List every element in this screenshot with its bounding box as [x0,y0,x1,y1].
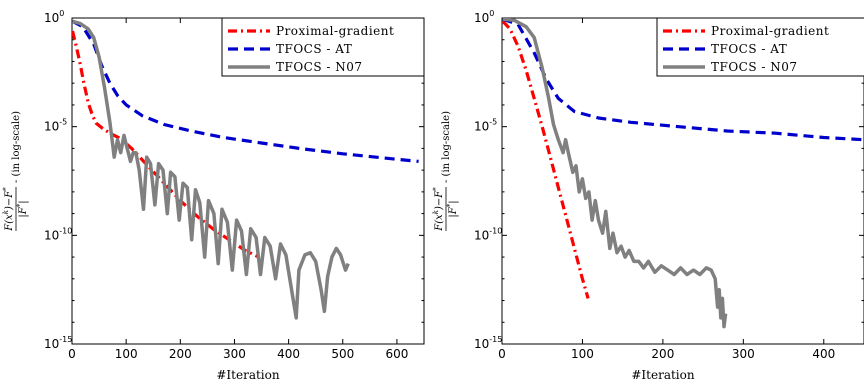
x-tick-label: 600 [385,347,408,361]
y-label-suffix: - (in log-scale) [441,111,452,183]
y-label-suffix: - (in log-scale) [11,111,22,183]
x-tick-label: 0 [68,347,76,361]
legend: Proximal-gradient TFOCS - AT TFOCS - N07 [656,17,864,77]
legend-label-1: Proximal-gradient [711,24,829,38]
y-tick-exponent: -15 [59,335,72,344]
x-tick-label: 200 [651,347,674,361]
y-tick-exponent: -5 [59,118,67,127]
y-axis-label: F(xk)−F*|F*| - (in log-scale) [2,111,29,232]
y-tick-label: 10-5 [474,118,497,134]
series-line-1 [502,20,590,299]
legend-label-3: TFOCS - N07 [276,60,363,74]
y-label-numerator: F(xk)−F* [432,187,445,232]
x-tick-label: 300 [223,347,246,361]
y-axis-label: F(xk)−F*|F*| - (in log-scale) [432,111,459,232]
y-tick-exponent: -15 [489,335,502,344]
y-tick-label: 10-5 [44,118,67,134]
y-label-star: * [432,187,440,191]
y-tick-label: 100 [44,9,64,25]
legend-label-3: TFOCS - N07 [711,60,798,74]
y-label-denominator: |F*| [446,200,459,217]
series-line-1 [72,30,260,259]
legend-label-2: TFOCS - AT [711,42,787,56]
y-label-denominator: |F*| [16,200,29,217]
x-axis-label: #Iteration [216,368,279,382]
y-label-k: k [432,210,440,214]
y-tick-label: 10-10 [44,226,72,242]
y-tick-exponent: 0 [59,9,64,18]
x-tick-label: 100 [115,347,138,361]
x-tick-label: 200 [169,347,192,361]
x-tick-label: 100 [571,347,594,361]
series-layer [72,19,419,320]
y-label-den-bar: | [18,200,29,203]
y-label-numerator: F(xk)−F* [2,187,15,232]
y-tick-exponent: -10 [489,226,502,235]
x-tick-label: 500 [331,347,354,361]
series-line-2 [502,18,864,142]
series-layer [502,18,864,329]
y-tick-exponent: -10 [59,226,72,235]
y-label-rest: )−F [434,190,445,211]
series-line-3 [72,19,350,320]
series-line-3 [502,18,728,329]
y-label-den-star: * [16,203,24,207]
x-tick-label: 300 [732,347,755,361]
legend-label-2: TFOCS - AT [276,42,352,56]
y-tick-exponent: 0 [489,9,494,18]
y-label-star: * [2,187,10,191]
legend-label-1: Proximal-gradient [276,24,394,38]
y-tick-exponent: -5 [489,118,497,127]
x-axis-label: #Iteration [631,368,694,382]
x-tick-label: 0 [498,347,506,361]
legend: Proximal-gradient TFOCS - AT TFOCS - N07 [221,17,425,77]
x-tick-label: 400 [277,347,300,361]
y-label-rest: )−F [4,190,15,211]
y-label-den-star: * [446,203,454,207]
y-tick-label: 10-10 [474,226,502,242]
y-label-den-bar: | [448,200,459,203]
y-tick-label: 100 [474,9,494,25]
series-line-2 [72,19,419,163]
x-tick-label: 400 [812,347,835,361]
y-label-k: k [2,210,10,214]
